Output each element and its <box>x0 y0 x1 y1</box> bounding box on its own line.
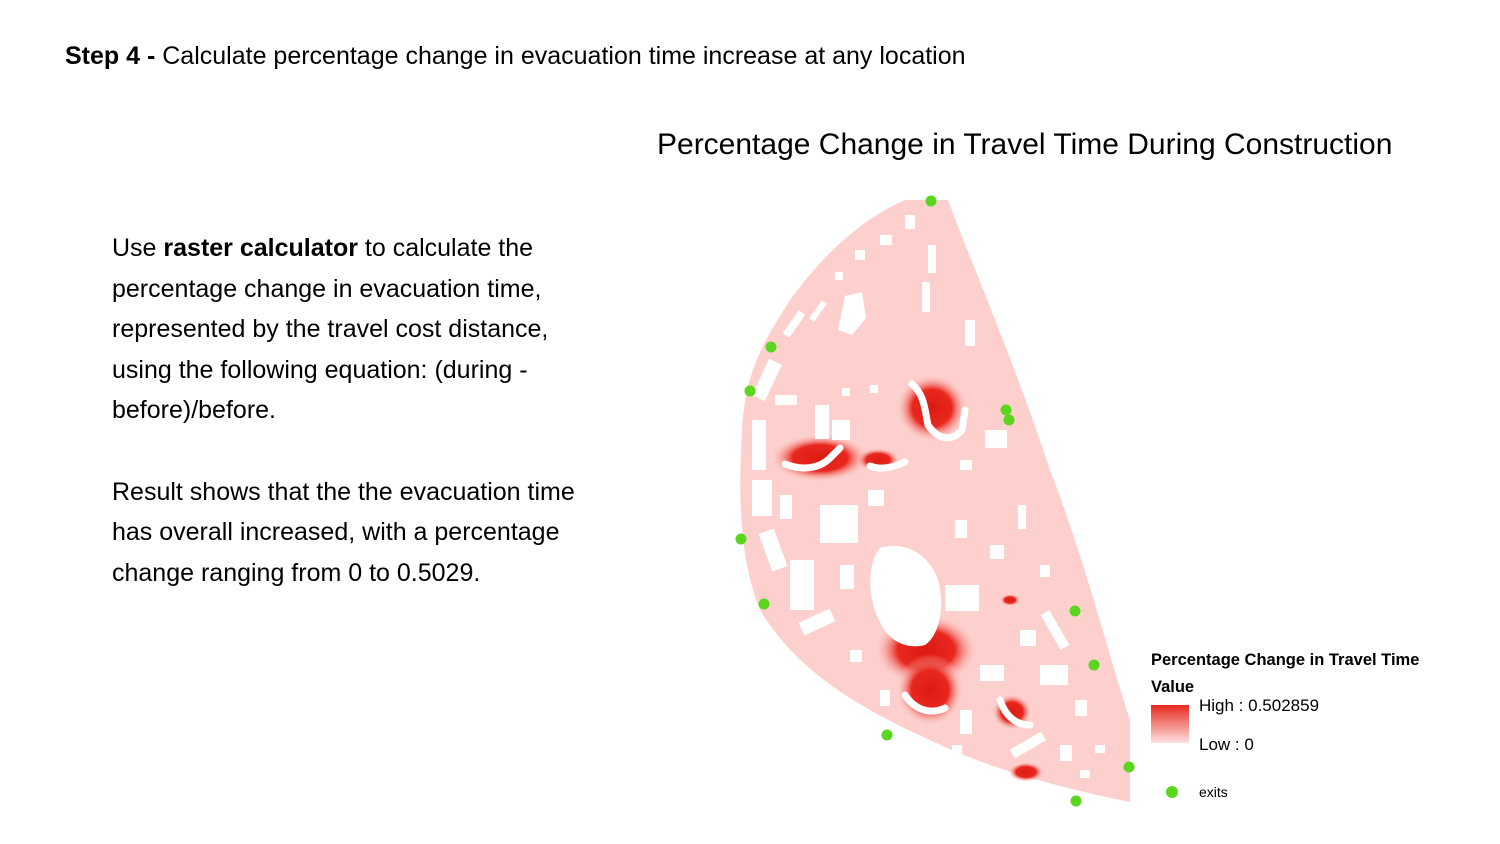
description: Use raster calculator to calculate the p… <box>112 228 612 593</box>
road-edge <box>996 696 1034 729</box>
legend-color-ramp <box>1151 705 1189 743</box>
building <box>775 395 797 405</box>
building <box>838 292 866 335</box>
step-label: Step 4 - <box>65 42 156 70</box>
exit-marker <box>925 195 937 207</box>
building <box>1080 770 1090 778</box>
building <box>955 520 967 538</box>
road-edges <box>781 380 1034 729</box>
building <box>842 388 850 396</box>
building <box>870 385 878 393</box>
road-edge <box>866 458 909 472</box>
building <box>1040 665 1068 685</box>
hotspot <box>1000 594 1020 606</box>
road-edge <box>908 380 969 442</box>
building <box>960 460 972 470</box>
building <box>1075 700 1087 716</box>
building <box>880 690 890 706</box>
building <box>868 490 884 506</box>
hotspot <box>770 434 870 482</box>
building <box>832 420 850 440</box>
building <box>1018 505 1026 529</box>
exit-marker <box>1123 761 1135 773</box>
legend-value-heading: Value <box>1151 678 1195 696</box>
step-title: Step 4 - Calculate percentage change in … <box>65 42 966 71</box>
hotspot <box>896 654 964 726</box>
building <box>1095 745 1105 753</box>
exit-marker <box>1088 659 1100 671</box>
building <box>945 585 979 611</box>
paragraph-result: Result shows that the the evacuation tim… <box>112 477 575 587</box>
building <box>820 505 858 543</box>
building <box>985 430 1007 448</box>
hotspot <box>1008 762 1044 782</box>
building <box>850 650 862 662</box>
building <box>782 310 806 338</box>
exit-marker <box>1070 795 1082 807</box>
method-tool: raster calculator <box>163 234 358 262</box>
building <box>752 420 766 470</box>
exit-marker <box>765 341 777 353</box>
legend-exits-label: exits <box>1199 784 1228 800</box>
buildings <box>752 215 1105 778</box>
building <box>1060 745 1072 761</box>
map-title: Percentage Change in Travel Time During … <box>657 128 1393 161</box>
building <box>905 215 915 229</box>
building <box>1020 630 1036 646</box>
building <box>835 272 843 280</box>
building <box>1009 731 1047 759</box>
building <box>1040 610 1070 650</box>
building <box>758 528 788 572</box>
exits <box>735 195 1135 807</box>
building <box>880 235 892 245</box>
building <box>952 745 962 757</box>
exit-marker <box>744 385 756 397</box>
building <box>815 405 829 439</box>
building <box>790 560 814 610</box>
legend-low-label: Low : 0 <box>1199 735 1254 754</box>
building <box>965 320 975 346</box>
exit-marker <box>1000 404 1012 416</box>
exit-marker <box>735 533 747 545</box>
paragraph-method: Use raster calculator to calculate the p… <box>112 228 612 431</box>
road-edge <box>781 444 844 472</box>
study-area <box>740 200 1130 802</box>
building <box>855 250 865 260</box>
building <box>809 300 827 322</box>
legend-exit-icon <box>1166 786 1178 798</box>
legend-high-label: High : 0.502859 <box>1199 696 1320 715</box>
exit-marker <box>758 598 770 610</box>
building <box>752 358 782 402</box>
building <box>1040 565 1050 577</box>
building <box>922 282 930 312</box>
road-edge <box>901 691 949 715</box>
exit-marker <box>1003 414 1015 426</box>
building <box>798 608 836 636</box>
method-suffix: to calculate the percentage change in ev… <box>112 234 549 424</box>
building <box>928 245 936 273</box>
building <box>870 545 942 647</box>
exit-marker <box>1069 605 1081 617</box>
building <box>980 665 1004 681</box>
method-prefix: Use <box>112 234 164 262</box>
building <box>780 495 792 519</box>
building <box>990 545 1004 559</box>
exit-marker <box>881 729 893 741</box>
building <box>960 710 972 734</box>
building <box>752 480 772 516</box>
legend-title: Percentage Change in Travel Time <box>1151 651 1420 669</box>
building <box>840 565 854 589</box>
step-text: Calculate percentage change in evacuatio… <box>162 42 966 70</box>
